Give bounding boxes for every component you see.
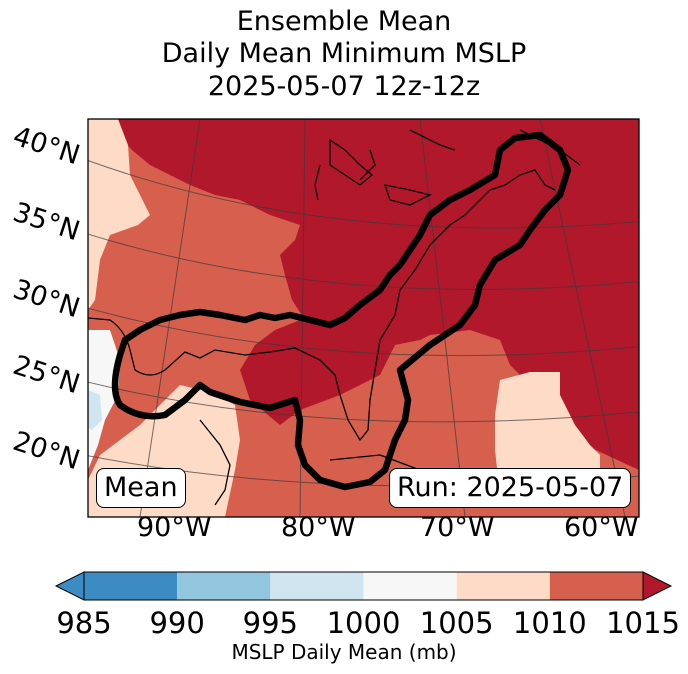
mslp-field-1015-south	[240, 320, 395, 425]
colorbar-segment-985-990	[84, 572, 178, 600]
title-line-2: Daily Mean Minimum MSLP	[161, 38, 527, 69]
colorbar-tick-995: 995	[242, 606, 299, 640]
mean-label-box: Mean	[96, 468, 186, 508]
lon-label-80w: 80°W	[281, 512, 356, 543]
colorbar-label: MSLP Daily Mean (mb)	[231, 640, 457, 664]
colorbar-tick-985: 985	[56, 606, 112, 640]
colorbar-tick-1015: 1015	[606, 606, 680, 640]
run-label-box: Run: 2025-05-07	[389, 468, 632, 508]
lon-label-60w: 60°W	[564, 512, 639, 543]
lon-label-90w: 90°W	[137, 512, 212, 543]
colorbar-segment-1010-1015	[549, 572, 643, 600]
colorbar-segment-1005-1010	[456, 572, 550, 600]
colorbar	[54, 571, 673, 601]
colorbar-segment-990-995	[177, 572, 271, 600]
contour-1015	[111, 131, 572, 491]
colorbar-tick-1010: 1010	[512, 606, 587, 640]
mslp-field-1000-1005	[88, 330, 120, 470]
colorbar-extend-low	[54, 571, 85, 601]
colorbar-tick-1005: 1005	[419, 606, 494, 640]
colorbar-frame	[83, 571, 644, 601]
lon-label-70w: 70°W	[420, 512, 495, 543]
map-area	[88, 119, 639, 517]
map-frame	[87, 118, 640, 518]
mslp-field-995-1000	[88, 390, 102, 430]
title-line-3: 2025-05-07 12z-12z	[207, 71, 481, 102]
colorbar-extend-high	[642, 571, 673, 601]
colorbar-tick-990: 990	[149, 606, 205, 640]
mslp-field-1005-1010-atlantic	[495, 372, 600, 495]
colorbar-segment-1000-1005	[363, 572, 457, 600]
colorbar-segment-995-1000	[270, 572, 364, 600]
mslp-field-1005-1010-west	[88, 119, 150, 310]
title-line-1: Ensemble Mean	[236, 6, 452, 37]
colorbar-tick-1000: 1000	[326, 606, 401, 640]
